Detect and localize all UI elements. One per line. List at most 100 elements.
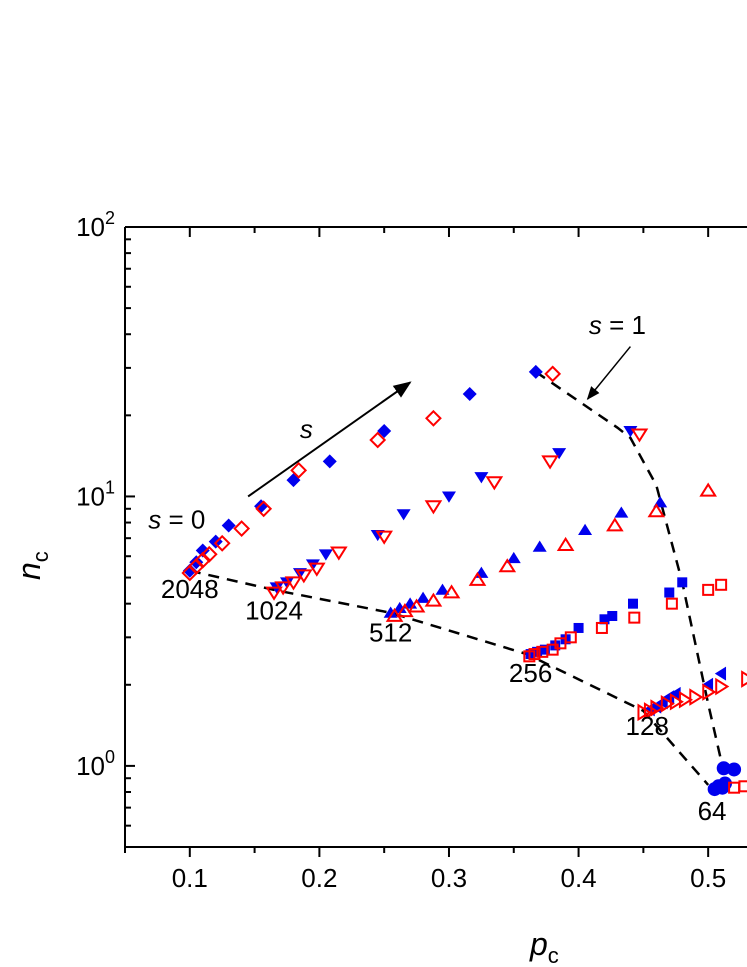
triangle-up-marker bbox=[556, 536, 575, 551]
triangle-right-marker bbox=[678, 690, 694, 709]
triangle-down-marker bbox=[265, 586, 283, 601]
square-marker bbox=[573, 622, 584, 633]
s-one-label: s = 1 bbox=[589, 310, 646, 340]
diamond-marker bbox=[528, 364, 543, 379]
diamond-marker bbox=[369, 431, 387, 449]
diamond-marker bbox=[462, 386, 477, 401]
square-marker bbox=[595, 621, 608, 634]
triangle-up-marker bbox=[392, 601, 407, 614]
axes: 0.1 0.2 0.3 0.4 0.5 100 101 102 bbox=[76, 208, 747, 893]
y-axis-label-sub: c bbox=[28, 551, 53, 562]
size-label: 2048 bbox=[161, 574, 219, 604]
diamond-marker bbox=[290, 461, 308, 479]
triangle-up-marker bbox=[506, 551, 521, 564]
triangle-up-marker bbox=[606, 517, 624, 532]
s-direction-arrow bbox=[247, 381, 412, 498]
x-tick-label: 0.2 bbox=[301, 863, 337, 893]
triangle-down-marker bbox=[284, 576, 303, 591]
diamond-marker bbox=[233, 520, 251, 537]
triangle-down-marker bbox=[396, 509, 411, 521]
s-one-arrow bbox=[586, 346, 631, 401]
square-marker bbox=[554, 637, 567, 650]
square-marker bbox=[664, 587, 675, 598]
size-label: 128 bbox=[626, 711, 669, 741]
triangle-up-marker bbox=[468, 571, 487, 586]
square-marker bbox=[738, 780, 747, 793]
diamond-marker bbox=[286, 473, 301, 488]
triangle-up-marker bbox=[498, 558, 517, 573]
y-tick-label: 102 bbox=[76, 208, 115, 242]
triangle-right-marker bbox=[689, 688, 704, 706]
diamond-marker bbox=[254, 499, 269, 514]
triangle-down-marker bbox=[295, 569, 313, 584]
square-marker bbox=[628, 611, 641, 624]
triangle-up-marker bbox=[614, 506, 629, 518]
circle-marker bbox=[727, 762, 742, 777]
square-marker bbox=[599, 614, 610, 625]
square-marker bbox=[677, 577, 688, 588]
square-marker bbox=[539, 644, 550, 655]
y-axis-label: nc bbox=[11, 551, 53, 580]
s-zero-label: s = 0 bbox=[148, 505, 205, 535]
x-tick-label: 0.1 bbox=[172, 863, 208, 893]
triangle-right-marker bbox=[660, 694, 675, 713]
diamond-marker bbox=[255, 500, 273, 518]
triangle-down-marker bbox=[474, 472, 489, 484]
square-marker bbox=[564, 631, 577, 644]
square-marker bbox=[607, 610, 618, 621]
triangle-down-marker bbox=[318, 549, 333, 561]
dashed-line bbox=[535, 370, 725, 773]
size-label: 1024 bbox=[245, 595, 303, 625]
diamond-marker bbox=[544, 365, 562, 383]
triangle-right-marker bbox=[702, 683, 717, 701]
triangle-down-marker bbox=[274, 581, 292, 596]
triangle-down-marker bbox=[330, 546, 348, 561]
triangle-down-marker bbox=[307, 562, 326, 577]
diamond-marker bbox=[322, 454, 337, 469]
triangle-right-marker bbox=[741, 670, 747, 688]
square-marker bbox=[528, 648, 541, 661]
diamond-marker bbox=[189, 555, 204, 570]
circle-marker bbox=[716, 761, 731, 776]
triangle-right-marker bbox=[669, 692, 684, 711]
square-marker bbox=[525, 649, 536, 660]
triangle-up-marker bbox=[407, 598, 426, 613]
y-tick-label: 101 bbox=[76, 477, 115, 511]
x-axis-label-sub: c bbox=[548, 943, 559, 967]
square-marker bbox=[628, 598, 638, 609]
diamond-marker bbox=[200, 545, 218, 563]
diamond-marker bbox=[425, 409, 442, 427]
triangle-up-marker bbox=[578, 523, 593, 536]
y-axis-label-main: n bbox=[11, 562, 47, 580]
triangle-left-marker bbox=[669, 686, 681, 701]
triangle-down-marker bbox=[424, 500, 443, 515]
x-axis-label-main: p bbox=[529, 926, 548, 962]
triangle-down-marker bbox=[485, 476, 504, 491]
triangle-up-marker bbox=[424, 592, 443, 607]
square-marker bbox=[715, 578, 728, 591]
triangle-up-marker bbox=[435, 583, 450, 595]
triangle-down-marker bbox=[630, 428, 649, 443]
dashed-line bbox=[189, 569, 710, 786]
triangle-up-marker bbox=[442, 584, 461, 599]
triangle-down-marker bbox=[441, 491, 456, 503]
diamond-marker bbox=[195, 543, 210, 558]
triangle-up-marker bbox=[532, 540, 547, 552]
triangle-up-marker bbox=[396, 603, 414, 618]
diamond-marker bbox=[221, 518, 236, 533]
y-tick-label: 100 bbox=[76, 747, 115, 781]
square-marker bbox=[546, 643, 559, 656]
triangle-left-marker bbox=[714, 666, 727, 681]
triangle-up-marker bbox=[416, 591, 431, 603]
triangle-down-marker bbox=[370, 529, 385, 542]
triangle-up-marker bbox=[699, 482, 717, 497]
square-marker bbox=[665, 597, 678, 610]
x-axis-label: pc bbox=[529, 926, 559, 967]
plot-area: 2048 1024 512 256 128 64 s = 0 s s = 1 bbox=[148, 310, 747, 826]
x-tick-label: 0.4 bbox=[560, 863, 596, 893]
axis-labels: pc nc bbox=[11, 551, 559, 967]
triangle-right-marker bbox=[715, 677, 730, 696]
triangle-up-marker bbox=[383, 606, 398, 618]
triangle-up-marker bbox=[647, 503, 666, 518]
